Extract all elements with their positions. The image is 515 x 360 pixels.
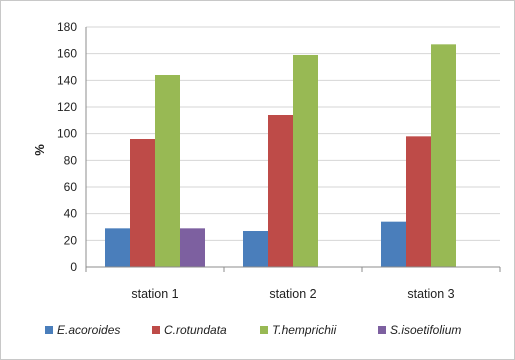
bar: [268, 115, 293, 267]
bar: [130, 139, 155, 267]
bar: [406, 136, 431, 267]
x-tick-label: station 3: [407, 287, 454, 301]
legend-swatch: [45, 326, 53, 334]
bar: [381, 221, 406, 267]
x-tick-label: station 2: [269, 287, 316, 301]
bar: [243, 231, 268, 267]
legend-swatch: [152, 326, 160, 334]
legend-label: T.hemprichii: [272, 323, 337, 337]
bars: [105, 44, 456, 268]
y-tick-label: 120: [57, 100, 77, 114]
legend-label: C.rotundata: [164, 323, 227, 337]
legend-label: S.isoetifolium: [390, 323, 461, 337]
bar: [105, 228, 130, 267]
y-tick-label: 20: [64, 233, 78, 247]
x-tick-label: station 1: [131, 287, 178, 301]
y-tick-label: 140: [57, 73, 77, 87]
y-tick-label: 40: [64, 207, 78, 221]
bar: [431, 44, 456, 268]
x-axis: [85, 27, 501, 272]
y-tick-label: 80: [64, 153, 78, 167]
y-axis-label: %: [32, 144, 47, 156]
legend-swatch: [378, 326, 386, 334]
legend-label: E.acoroides: [57, 323, 120, 337]
bar: [293, 55, 318, 267]
y-tick-label: 180: [57, 20, 77, 34]
legend-swatch: [260, 326, 268, 334]
y-tick-labels: 0 20 40 60 80 100 120 140 160 180: [57, 20, 77, 274]
y-tick-label: 100: [57, 127, 77, 141]
legend: E.acoroides C.rotundata T.hemprichii S.isoe…: [45, 323, 461, 337]
bar: [155, 75, 180, 267]
y-tick-label: 160: [57, 47, 77, 61]
y-tick-label: 0: [70, 260, 77, 274]
y-tick-label: 60: [64, 180, 78, 194]
bar: [180, 228, 205, 267]
x-tick-labels: station 1 station 2 station 3: [131, 287, 454, 301]
